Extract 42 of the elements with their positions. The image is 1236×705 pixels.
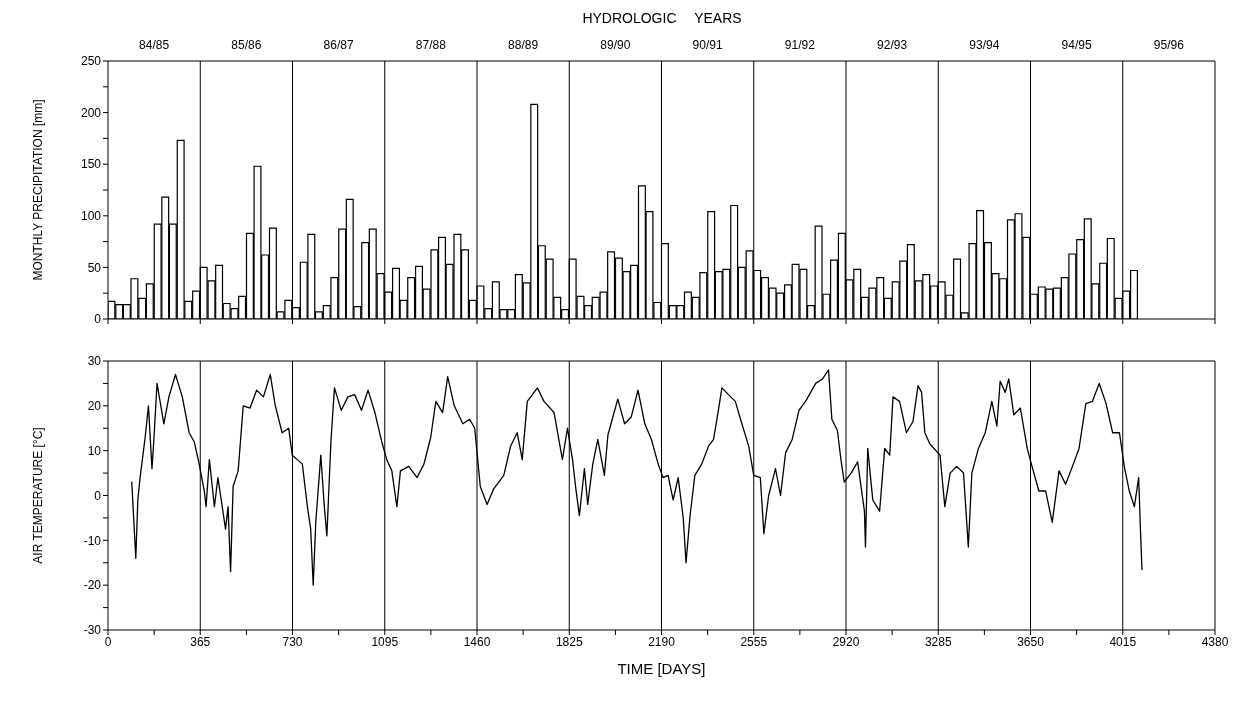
- y-tick-label: 0: [94, 312, 102, 327]
- y-tick-label: 30: [87, 354, 102, 369]
- x-tick-label: 2555: [740, 634, 768, 649]
- x-tick-label: 4380: [1201, 634, 1229, 649]
- x-tick-label: 0: [104, 634, 112, 649]
- y-tick-label: 250: [80, 54, 102, 69]
- text: 87/88: [414, 38, 447, 52]
- y-tick-label: 200: [80, 105, 102, 120]
- text: 92/93: [876, 38, 909, 52]
- y-axis-title: AIR TEMPERATURE [°C]: [31, 427, 46, 564]
- text: 86/87: [322, 38, 355, 52]
- x-tick-label: 4015: [1109, 634, 1137, 649]
- x-tick-label: 730: [282, 634, 303, 649]
- text: 94/95: [1060, 38, 1093, 52]
- x-tick-label: 1825: [555, 634, 583, 649]
- text: 91/92: [783, 38, 816, 52]
- y-tick-label: -20: [83, 578, 102, 593]
- x-tick-label: 2920: [832, 634, 860, 649]
- x-axis-title: TIME [DAYS]: [617, 660, 706, 677]
- y-tick-label: 20: [87, 399, 102, 414]
- text: 85/86: [230, 38, 263, 52]
- x-tick-label: 3285: [924, 634, 952, 649]
- text: 89/90: [599, 38, 632, 52]
- y-tick-label: 10: [87, 443, 102, 458]
- y-tick-label: 0: [94, 488, 102, 503]
- x-tick-label: 2190: [648, 634, 676, 649]
- text: 88/89: [507, 38, 540, 52]
- x-tick-label: 1095: [371, 634, 399, 649]
- y-tick-label: 100: [80, 209, 102, 224]
- y-tick-label: 150: [80, 157, 102, 172]
- x-tick-label: 1460: [463, 634, 491, 649]
- text: 93/94: [968, 38, 1001, 52]
- text: 84/85: [138, 38, 171, 52]
- text: 95/96: [1152, 38, 1185, 52]
- text: 90/91: [691, 38, 724, 52]
- y-tick-label: 50: [87, 260, 102, 275]
- chart-title: HYDROLOGIC YEARS: [581, 10, 743, 26]
- y-tick-label: -30: [83, 623, 102, 638]
- y-tick-label: -10: [83, 533, 102, 548]
- y-axis-title: MONTHLY PRECIPITATION [mm]: [31, 99, 46, 281]
- x-tick-label: 3650: [1017, 634, 1045, 649]
- x-tick-label: 365: [190, 634, 211, 649]
